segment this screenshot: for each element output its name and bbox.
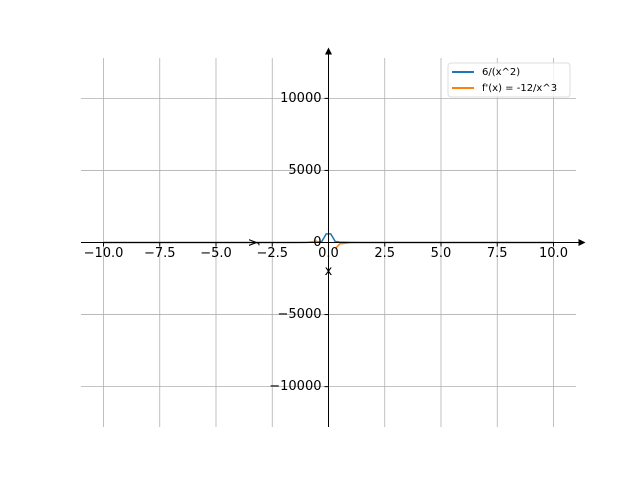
x-axis-label: x (325, 264, 333, 279)
x-tick-label: −10.0 (84, 246, 124, 261)
y-tick-label: −10000 (269, 379, 321, 394)
legend-label: 6/(x^2) (482, 67, 520, 78)
x-tick-label: 5.0 (431, 246, 452, 261)
y-tick-label: 5000 (288, 163, 321, 178)
y-tick-label: −5000 (278, 307, 322, 322)
legend-frame (447, 62, 571, 98)
legend: 6/(x^2) f'(x) = -12/x^3 (447, 62, 571, 98)
x-tick-label: −2.5 (256, 246, 288, 261)
x-tick-label: 7.5 (487, 246, 508, 261)
x-tick-label: 2.5 (374, 246, 395, 261)
x-tick-label: −7.5 (144, 246, 176, 261)
x-tick-label: 10.0 (539, 246, 568, 261)
axes: −10.0 −7.5 −5.0 −2.5 0.0 2.5 5.0 7.5 10.0−10000−… (81, 47, 586, 427)
legend-label: f'(x) = -12/x^3 (482, 83, 557, 94)
y-axis-label: y (246, 238, 261, 246)
y-tick-label: 10000 (280, 91, 321, 106)
x-tick-label: −5.0 (200, 246, 232, 261)
